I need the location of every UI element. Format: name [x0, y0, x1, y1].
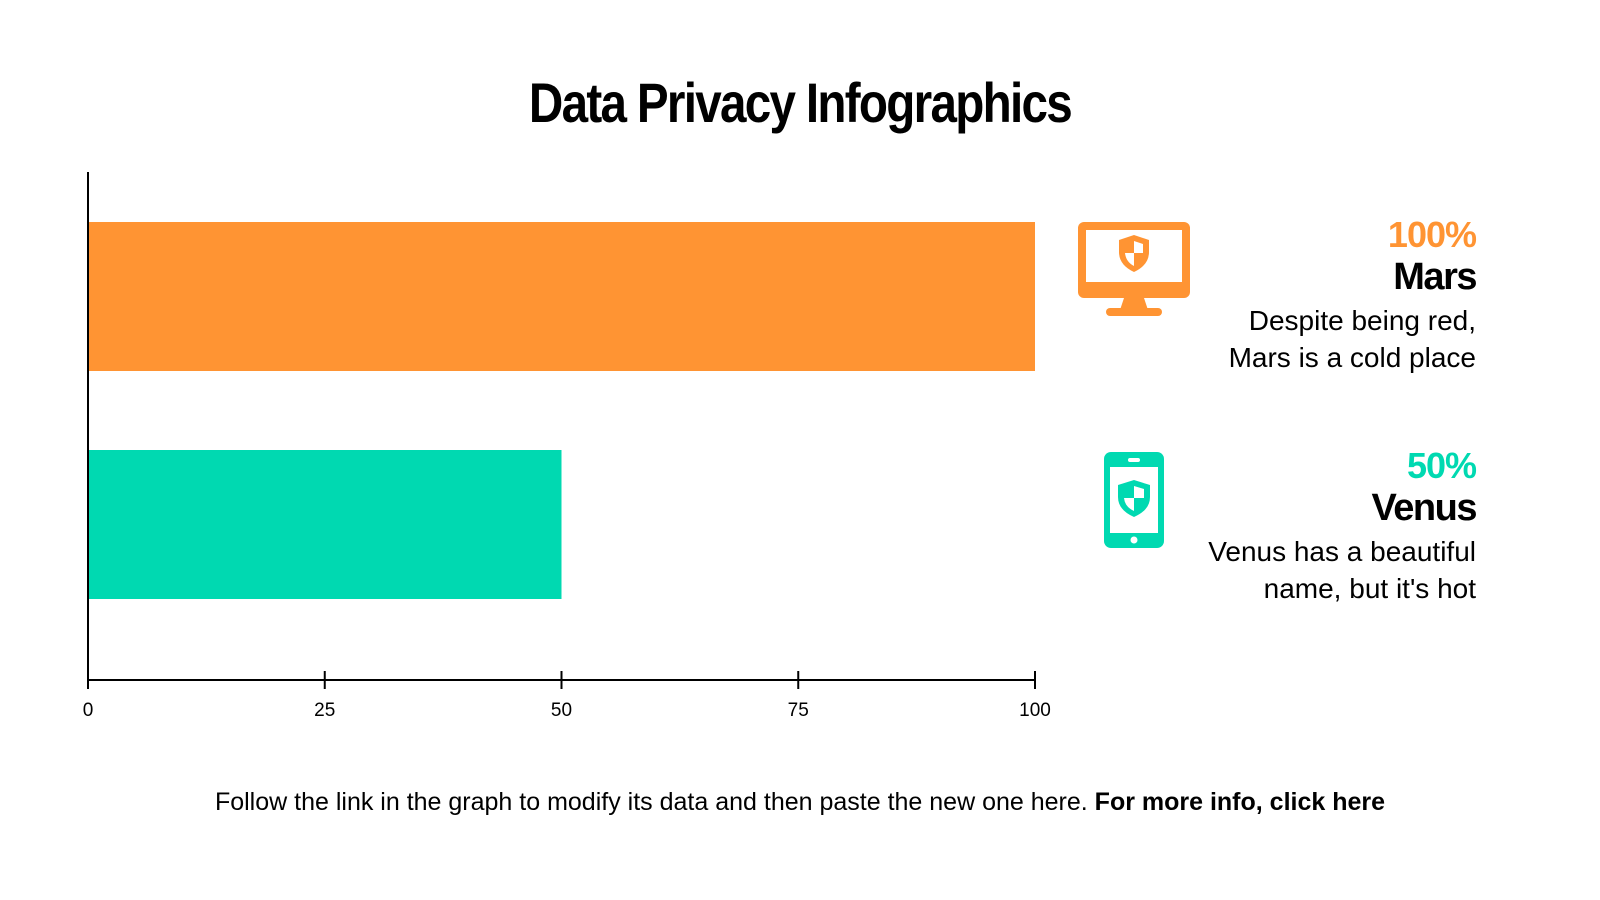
x-tick-label: 0 — [83, 700, 94, 721]
mars-name: Mars — [1393, 256, 1477, 298]
monitor-shield-icon — [1078, 222, 1190, 316]
mars-percent: 100% — [1387, 214, 1477, 255]
venus-desc-line2: name, but it's hot — [1263, 573, 1476, 604]
info-venus: 50% Venus Venus has a beautiful name, but… — [1056, 445, 1478, 607]
bar-venus — [88, 450, 562, 599]
x-tick-label: 50 — [551, 700, 572, 721]
more-info-link[interactable]: For more info, click here — [1094, 788, 1386, 816]
info-mars: 100% Mars Despite being red, Mars is a co… — [1056, 214, 1478, 376]
x-tick-label: 75 — [788, 700, 809, 721]
x-tick-label: 100 — [1019, 700, 1051, 721]
page-title: Data Privacy Infographics — [528, 71, 1073, 134]
bar-mars — [88, 222, 1035, 371]
venus-desc-line1: Venus has a beautiful — [1208, 536, 1476, 567]
footer: Follow the link in the graph to modify i… — [0, 788, 1600, 817]
smartphone-shield-icon — [1104, 452, 1164, 548]
venus-name: Venus — [1371, 487, 1478, 529]
footer-text: Follow the link in the graph to modify i… — [214, 788, 1095, 816]
venus-percent: 50% — [1406, 445, 1477, 486]
mars-desc-line2: Mars is a cold place — [1228, 342, 1476, 373]
x-tick-label: 25 — [314, 700, 335, 721]
mars-desc-line1: Despite being red, — [1248, 305, 1476, 336]
